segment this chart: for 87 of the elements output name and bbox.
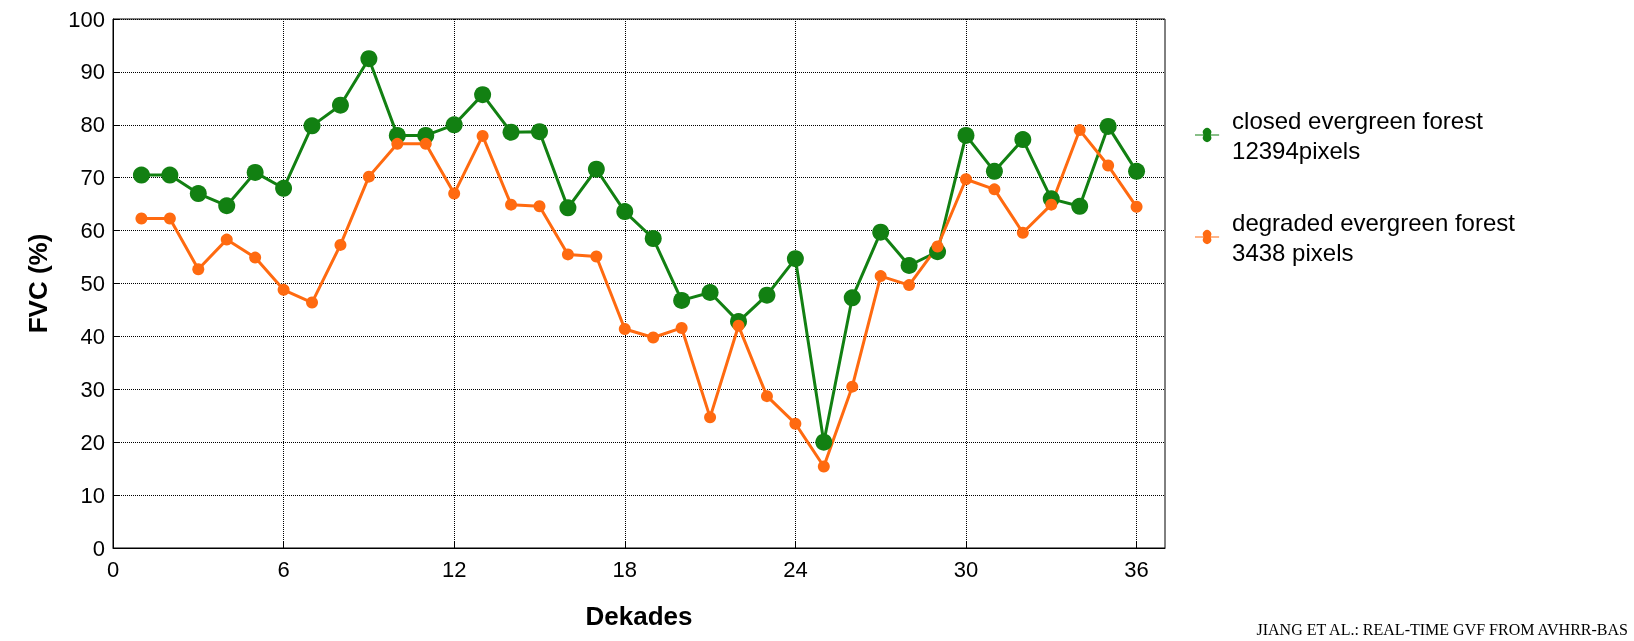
point: [474, 86, 492, 104]
point: [786, 250, 804, 268]
point: [559, 199, 577, 217]
point: [732, 319, 745, 332]
point: [618, 323, 631, 335]
x-axis-title: Dekades: [585, 601, 693, 631]
point: [362, 170, 375, 183]
point: [673, 291, 691, 309]
point: [1099, 117, 1117, 135]
point: [900, 257, 918, 275]
point: [476, 129, 489, 142]
point: [531, 123, 548, 141]
y-tick-label: 20: [80, 429, 105, 455]
point: [502, 123, 520, 141]
y-tick-label: 10: [80, 482, 105, 508]
y-tick-label: 0: [92, 535, 105, 561]
point: [445, 116, 463, 134]
y-tick-label: 60: [80, 218, 105, 244]
point: [675, 321, 688, 334]
point: [701, 284, 719, 301]
x-tick-label: 36: [1124, 556, 1149, 582]
point: [704, 411, 717, 424]
x-tick-label: 30: [953, 556, 979, 582]
point: [903, 279, 916, 292]
point: [533, 200, 546, 213]
point: [815, 433, 833, 451]
y-tick-label: 70: [80, 165, 105, 191]
point: [132, 166, 150, 184]
point: [246, 163, 264, 181]
point: [277, 283, 290, 296]
y-tick-label: 40: [80, 323, 105, 349]
y-tick-label: 80: [80, 112, 105, 138]
point: [163, 212, 176, 225]
point: [331, 96, 349, 114]
point: [135, 212, 148, 225]
point: [1073, 124, 1086, 137]
point: [419, 137, 432, 150]
point: [303, 117, 321, 135]
y-tick-label: 90: [80, 59, 105, 85]
x-tick-label: 24: [783, 556, 808, 582]
legend-label: degraded evergreen forest 3438 pixels: [1232, 208, 1516, 266]
point: [220, 233, 233, 246]
point: [1014, 131, 1032, 149]
point: [1102, 159, 1115, 172]
point: [590, 250, 603, 263]
point: [644, 230, 662, 248]
point: [334, 238, 347, 251]
point: [306, 296, 319, 309]
legend-label: closed evergreen forest 12394pixels: [1232, 106, 1484, 164]
x-tick-label: 18: [612, 556, 638, 582]
point: [1016, 226, 1029, 239]
point: [1130, 200, 1143, 213]
point: [505, 198, 518, 211]
point: [843, 289, 861, 307]
point: [1071, 197, 1089, 215]
point: [758, 286, 776, 304]
point: [218, 197, 236, 215]
y-tick-label: 30: [80, 376, 105, 402]
point: [872, 223, 890, 241]
point: [988, 183, 1001, 196]
point: [616, 203, 634, 221]
text: JIANG ET AL.: REAL-TIME GVF FROM AVHRR-BAS: [1256, 620, 1628, 638]
point: [448, 187, 461, 200]
point: [192, 263, 205, 276]
y-tick-label: 100: [68, 6, 105, 32]
point: [161, 166, 179, 184]
point: [789, 417, 802, 430]
point: [959, 173, 972, 186]
point: [817, 460, 830, 473]
point: [874, 270, 887, 283]
point: [1128, 162, 1146, 180]
point: [647, 331, 660, 344]
point: [587, 160, 605, 178]
point: [189, 185, 207, 203]
point: [985, 162, 1003, 180]
y-axis-title: FVC (%): [23, 233, 53, 334]
point: [760, 390, 773, 403]
point: [249, 251, 262, 264]
point: [846, 380, 859, 393]
point: [360, 50, 378, 68]
point: [561, 248, 574, 261]
point: [391, 137, 404, 150]
point: [957, 126, 975, 144]
point: [275, 179, 293, 197]
x-tick-label: 12: [441, 556, 467, 582]
x-tick-label: 6: [277, 556, 290, 582]
y-tick-label: 50: [80, 271, 105, 296]
